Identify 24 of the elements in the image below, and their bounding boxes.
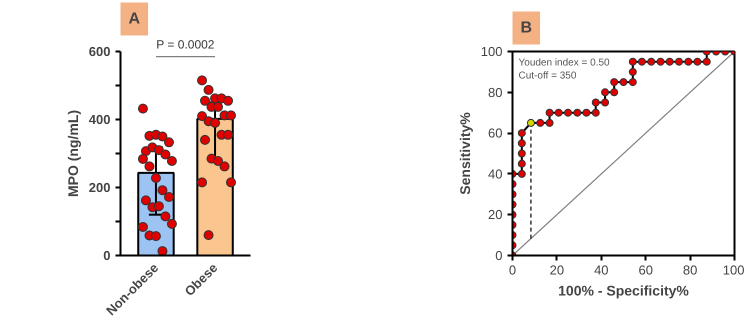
y-axis-title: Sensitivity% <box>456 112 473 195</box>
x-tick-label: 100 <box>722 262 744 278</box>
y-axis-title: MPO (ng/mL) <box>64 110 81 198</box>
x-tick-label: 0 <box>508 262 516 278</box>
y-tick-label: 0 <box>495 248 503 263</box>
annotation: Cut-off = 350 <box>518 70 577 82</box>
y-tick-label: 60 <box>488 126 503 141</box>
y-tick-label: 600 <box>88 44 111 59</box>
y-tick-label: 100 <box>480 44 503 59</box>
x-tick-label: 40 <box>594 262 609 278</box>
x-axis-title: 100% - Specificity% <box>558 282 690 298</box>
y-tick-label: 80 <box>488 84 503 100</box>
y-tick-label: 0 <box>103 248 111 263</box>
chart-title: A <box>128 10 140 28</box>
y-tick-label: 200 <box>88 180 111 195</box>
y-tick-label: 20 <box>488 207 503 222</box>
chart-title: B <box>520 20 532 36</box>
annotation: P = 0.0002 <box>156 38 215 52</box>
x-tick-label: 20 <box>550 262 564 278</box>
x-tick-label: 80 <box>682 262 698 278</box>
y-tick-label: 40 <box>488 166 503 182</box>
y-tick-label: 400 <box>88 112 111 127</box>
annotation: Youden index = 0.50 <box>518 58 610 68</box>
x-tick-label: 60 <box>638 262 653 278</box>
